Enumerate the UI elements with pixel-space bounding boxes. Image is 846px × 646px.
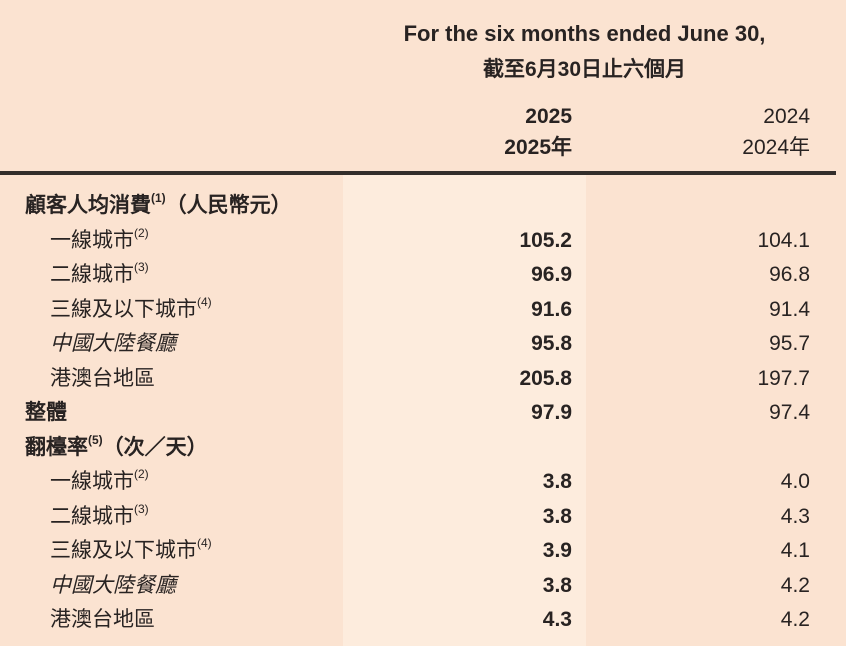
table-row: 三線及以下城市(4) 3.9 4.1 — [0, 534, 846, 569]
footnote-marker: (4) — [197, 536, 212, 550]
row-label-text: 中國大陸餐廳 — [50, 573, 176, 597]
value-2025: 3.8 — [542, 573, 572, 597]
value-2025: 97.9 — [531, 401, 572, 424]
row-label: 整體 — [0, 396, 343, 431]
row-label-text: 一線城市 — [50, 228, 134, 252]
value-2024: 4.0 — [780, 470, 810, 493]
value-2024: 4.2 — [780, 573, 810, 597]
highlight-band-2025-column — [343, 175, 586, 646]
row-label: 三線及以下城市(4) — [0, 534, 343, 569]
table-row: 港澳台地區 205.8 197.7 — [0, 362, 846, 397]
value-2025: 3.8 — [542, 504, 572, 528]
table-row: 翻檯率(5)（次／天） — [0, 431, 846, 466]
row-label: 中國大陸餐廳 — [0, 327, 343, 362]
row-label-text: 整體 — [25, 401, 67, 424]
value-2025: 105.2 — [519, 228, 572, 252]
table-row: 一線城市(2) 3.8 4.0 — [0, 465, 846, 500]
footnote-marker: (1) — [151, 191, 166, 205]
footnote-marker: (4) — [197, 294, 212, 309]
table-row: 整體 97.9 97.4 — [0, 396, 846, 431]
value-2025: 91.6 — [531, 297, 572, 321]
year-2025-en: 2025 — [525, 105, 572, 128]
row-label-text: 翻檯率 — [25, 435, 88, 459]
row-label-text: 二線城市 — [50, 263, 134, 286]
value-2025: 205.8 — [519, 366, 572, 390]
value-2024: 4.1 — [780, 539, 810, 562]
row-label: 翻檯率(5)（次／天） — [0, 431, 343, 466]
row-label: 港澳台地區 — [0, 603, 343, 638]
row-label: 二線城市(3) — [0, 500, 343, 535]
year-column-header-2024: 2024 2024年 — [586, 101, 846, 163]
year-2024-en: 2024 — [763, 105, 810, 128]
row-label-text: 港澳台地區 — [50, 608, 155, 631]
row-label-text: 二線城市 — [50, 504, 134, 528]
footnote-marker: (2) — [134, 225, 149, 240]
table-row: 中國大陸餐廳 95.8 95.7 — [0, 327, 846, 362]
row-label: 三線及以下城市(4) — [0, 293, 343, 328]
footnote-marker: (3) — [134, 501, 149, 516]
period-title-en: For the six months ended June 30, — [403, 21, 766, 46]
value-2025: 3.9 — [542, 539, 572, 562]
value-2024: 95.7 — [769, 332, 810, 355]
value-2024: 4.2 — [780, 608, 810, 631]
header-rule — [0, 171, 836, 175]
table-row: 港澳台地區 4.3 4.2 — [0, 603, 846, 638]
value-2024: 96.8 — [769, 263, 810, 286]
value-2024: 91.4 — [769, 297, 810, 321]
table-row: 二線城市(3) 96.9 96.8 — [0, 258, 846, 293]
row-label-text: 顧客人均消費 — [25, 194, 151, 217]
row-label-text: 中國大陸餐廳 — [50, 332, 176, 355]
year-2025-zh: 2025年 — [504, 136, 572, 159]
row-label-text: 一線城市 — [50, 470, 134, 493]
row-label-suffix: （人民幣元） — [165, 194, 292, 217]
table-row: 一線城市(2) 105.2 104.1 — [0, 224, 846, 259]
row-label: 一線城市(2) — [0, 224, 343, 259]
year-column-header-2025: 2025 2025年 — [343, 101, 586, 163]
footnote-marker: (5) — [88, 432, 103, 447]
period-header: For the six months ended June 30, 截至6月30… — [325, 16, 844, 88]
value-2024: 4.3 — [780, 504, 810, 528]
row-label-suffix: （次／天） — [102, 435, 208, 459]
table-body: 顧客人均消費(1)（人民幣元） 一線城市(2) 105.2 104.1 二線城市(3) 9… — [0, 177, 846, 638]
table-row: 中國大陸餐廳 3.8 4.2 — [0, 569, 846, 604]
row-label: 中國大陸餐廳 — [0, 569, 343, 604]
row-label: 港澳台地區 — [0, 362, 343, 397]
row-label-text: 三線及以下城市 — [50, 297, 197, 321]
row-label: 顧客人均消費(1)（人民幣元） — [0, 189, 343, 224]
row-label: 一線城市(2) — [0, 465, 343, 500]
value-2024: 104.1 — [757, 228, 810, 252]
value-2025: 3.8 — [542, 470, 572, 493]
footnote-marker: (2) — [134, 467, 149, 481]
year-2024-zh: 2024年 — [742, 136, 810, 159]
row-label-text: 港澳台地區 — [50, 366, 155, 390]
value-2025: 95.8 — [531, 332, 572, 355]
period-title-zh: 截至6月30日止六個月 — [482, 58, 687, 81]
table-row: 三線及以下城市(4) 91.6 91.4 — [0, 293, 846, 328]
row-label: 二線城市(3) — [0, 258, 343, 293]
table-row: 二線城市(3) 3.8 4.3 — [0, 500, 846, 535]
value-2025: 96.9 — [531, 263, 572, 286]
value-2024: 197.7 — [757, 366, 810, 390]
row-label-text: 三線及以下城市 — [50, 539, 197, 562]
table-row: 顧客人均消費(1)（人民幣元） — [0, 189, 846, 224]
value-2024: 97.4 — [769, 401, 810, 424]
value-2025: 4.3 — [542, 608, 572, 631]
footnote-marker: (3) — [134, 260, 149, 274]
